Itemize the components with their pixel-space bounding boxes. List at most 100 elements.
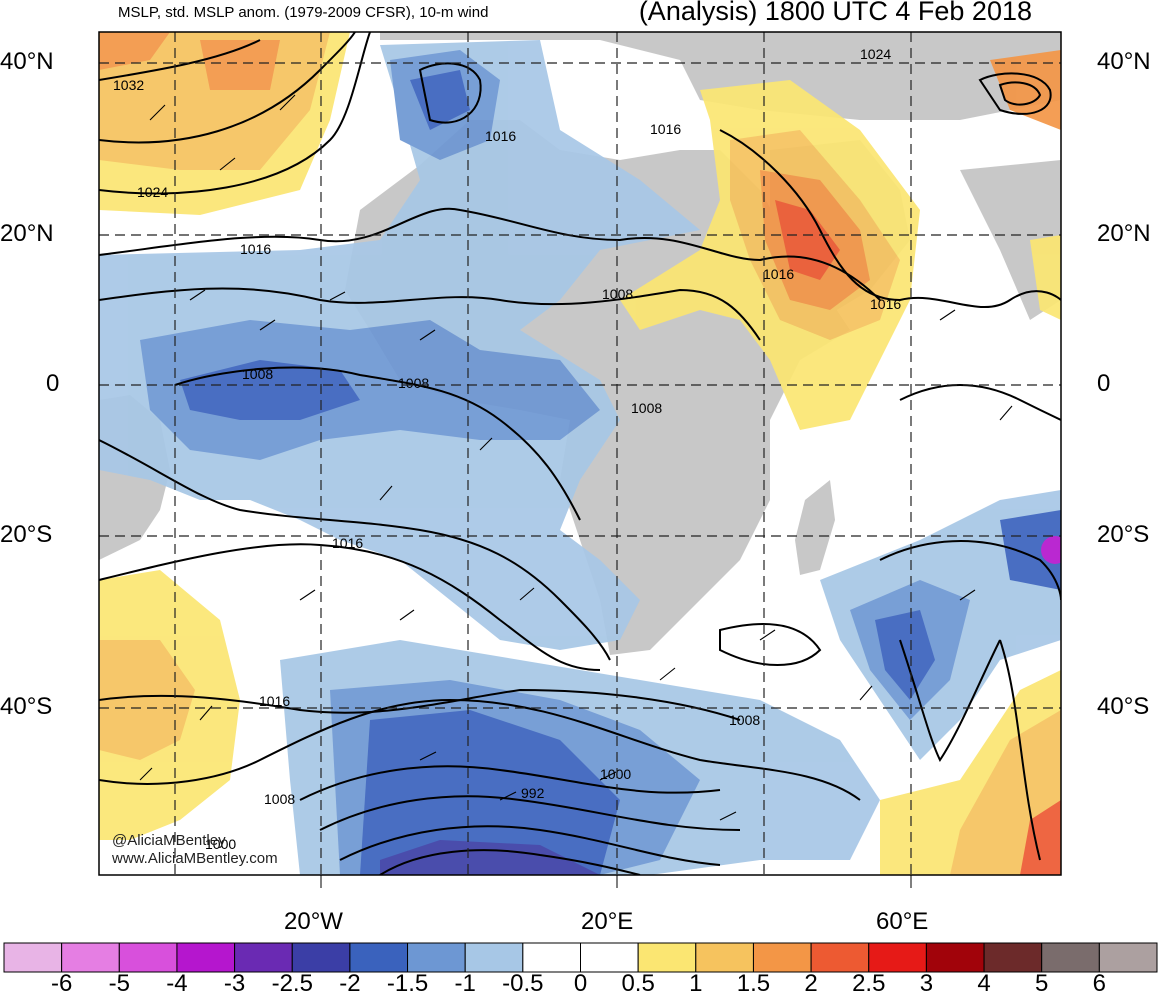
- isobar-label: 992: [521, 785, 545, 801]
- wind-barb: [379, 485, 393, 501]
- isobar-line: [174, 366, 581, 521]
- colorbar-swatch: [868, 942, 927, 973]
- isobar-line: [319, 795, 741, 831]
- isobar-line: [899, 384, 1061, 421]
- isobar-label: 1016: [240, 241, 271, 257]
- isobar-label: 1008: [398, 375, 429, 391]
- colorbar-label: -0.5: [502, 970, 544, 997]
- wind-barb: [479, 437, 493, 451]
- wind-barb: [149, 104, 166, 121]
- colorbar-label: 5: [1035, 970, 1049, 997]
- wind-barb: [659, 667, 676, 681]
- colorbar-label: -3: [223, 970, 246, 997]
- anomaly-mid-blue-tropical-atlantic: [140, 320, 600, 460]
- anomaly-dark-blue-east-edge: [1000, 510, 1061, 590]
- isobar-label: 1016: [763, 266, 794, 282]
- colorbar-label: 6: [1092, 970, 1107, 997]
- isobar-label: 1008: [729, 712, 760, 728]
- colorbar-swatch: [349, 942, 409, 973]
- graticule: [99, 32, 1061, 875]
- wind-barb: [599, 771, 617, 781]
- lat-label-right: 20°S: [1097, 521, 1150, 548]
- colorbar-swatch: [118, 942, 178, 973]
- isobar-line: [99, 39, 261, 81]
- isobar-label: 1008: [602, 286, 633, 302]
- colorbar-swatch: [1098, 942, 1158, 973]
- madagascar-land: [795, 480, 835, 575]
- lat-label-right: 20°N: [1097, 220, 1151, 247]
- lat-label-left: 20°S: [0, 521, 53, 548]
- colorbar-label: 0.5: [621, 970, 655, 997]
- wind-barb: [759, 629, 776, 641]
- isobar-label: 1016: [870, 296, 901, 312]
- colorbar-swatch: [810, 942, 870, 973]
- colorbar-label: -2.5: [271, 970, 313, 997]
- colorbar-label: 1.5: [736, 970, 771, 997]
- isobar-label: 1032: [113, 77, 144, 93]
- anomaly-red-southern-indian: [1020, 800, 1061, 875]
- colorbar-label: 0: [573, 970, 588, 997]
- map-plot-area: 1032 1024 1016 1016 1016 1016 1024 1008 …: [99, 32, 1061, 875]
- wind-barb: [199, 705, 213, 721]
- anomaly-red-red-sea: [775, 200, 840, 280]
- colorbar-swatch: [752, 942, 812, 973]
- wind-barb: [139, 767, 153, 781]
- colorbar: [3, 942, 1158, 973]
- isobar-line: [879, 540, 1061, 601]
- credit-twitter: @AliciaMBentley: [112, 832, 226, 849]
- colorbar-label: 3: [919, 970, 934, 997]
- anomaly-orange-south-atlantic-west: [99, 640, 195, 760]
- colorbar-swatch: [983, 942, 1043, 973]
- colorbar-swatch: [925, 942, 985, 973]
- colorbar-swatch: [695, 942, 754, 973]
- tick-marks: [320, 875, 912, 888]
- wind-barb: [859, 685, 873, 701]
- wind-barb: [399, 609, 415, 621]
- isobar-line: [99, 439, 611, 661]
- colorbar-swatch: [407, 942, 466, 973]
- colorbar-swatch: [637, 942, 697, 973]
- isobar-line: [99, 543, 601, 671]
- isobar-label: 1008: [242, 366, 273, 382]
- colorbar-swatch: [234, 942, 293, 973]
- isobar-label: 1016: [259, 693, 290, 709]
- wind-barb: [419, 751, 437, 761]
- colorbar-label: -6: [50, 970, 73, 997]
- credit-website: www.AliciaMBentley.com: [112, 850, 278, 867]
- isobar-line: [978, 72, 1052, 115]
- isobar-label: 1016: [485, 128, 516, 144]
- wind-barb: [259, 319, 276, 331]
- colorbar-label: -2: [339, 970, 361, 997]
- lon-label: 20°W: [284, 908, 343, 935]
- map-subtitle: MSLP, std. MSLP anom. (1979-2009 CFSR), …: [118, 4, 489, 21]
- wind-barb: [999, 405, 1013, 421]
- colorbar-swatch: [176, 942, 236, 973]
- lat-label-left: 40°S: [0, 693, 53, 720]
- isobar-line: [99, 698, 861, 801]
- lat-label-left: 40°N: [0, 48, 54, 75]
- anomaly-dark-blue-south-atlantic: [360, 710, 620, 875]
- isobar-line: [339, 825, 721, 866]
- colorbar-label: -1.5: [386, 970, 429, 997]
- isobar-line: [719, 623, 822, 666]
- colorbar-label: 2: [804, 970, 818, 997]
- isobar-line: [99, 32, 371, 195]
- wind-barb: [189, 289, 206, 301]
- colorbar-swatch: [61, 942, 120, 973]
- colorbar-label: -1: [454, 970, 476, 997]
- isobar-line: [299, 765, 721, 801]
- isobar-label: 1000: [600, 766, 631, 782]
- anomaly-deep-blue-core: [380, 840, 600, 875]
- positive-anomaly-shading: [99, 32, 1061, 875]
- wind-barb: [219, 157, 236, 171]
- isobar-label: 1008: [631, 400, 662, 416]
- isobar-line: [99, 688, 741, 721]
- isobar-label-group: 1032 1024 1016 1016 1016 1016 1024 1008 …: [113, 46, 901, 852]
- lon-label: 60°E: [876, 908, 929, 935]
- anomaly-dark-blue-mediterranean: [410, 70, 470, 130]
- colorbar-swatch: [464, 942, 524, 973]
- colorbar-label: -4: [166, 970, 188, 997]
- wind-barb: [279, 94, 296, 111]
- isobar-label: 1016: [650, 121, 681, 137]
